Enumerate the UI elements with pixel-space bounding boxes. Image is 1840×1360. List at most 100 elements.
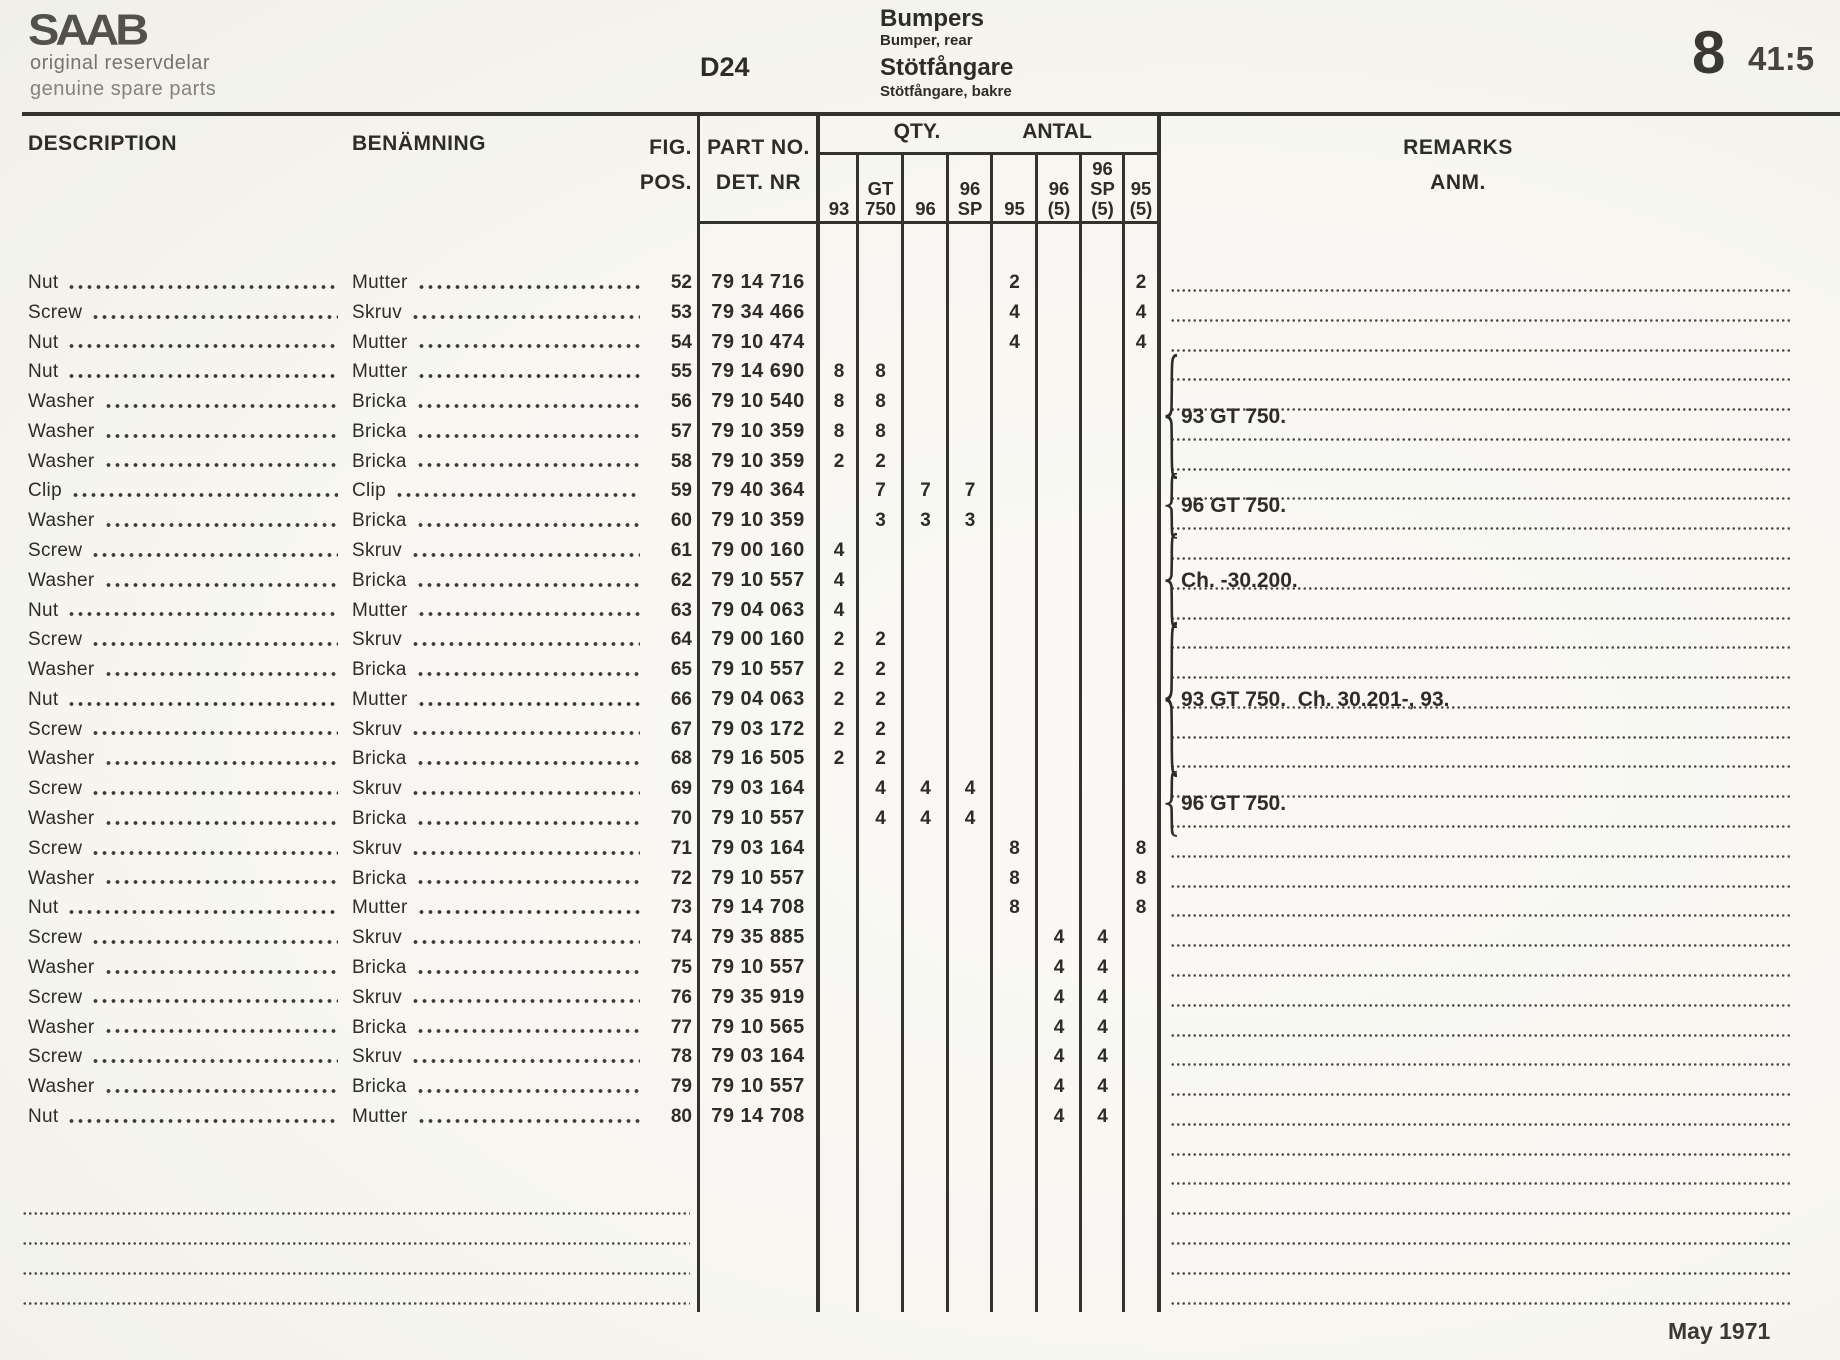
fig-pos-cell: 64: [670, 629, 692, 651]
description-cell: Screw: [28, 983, 342, 1013]
part-no-cell: 79 04 063: [711, 687, 805, 710]
part-no-cell: 79 34 466: [711, 300, 805, 323]
benamning-cell: Mutter: [352, 596, 644, 626]
dot-leader: [103, 879, 338, 886]
table-row: Washer Bricka 60 79 10 359 3 3 3: [0, 506, 1840, 536]
dotted-fill-line: [22, 1240, 690, 1246]
description-cell: Nut: [28, 893, 342, 923]
fig-pos-cell: 57: [670, 420, 692, 442]
part-no-cell: 79 16 505: [711, 747, 805, 770]
benamning-text: Bricka: [352, 569, 407, 591]
remarks-dotted-line: [1170, 1181, 1792, 1187]
fig-pos-cell: 56: [670, 391, 692, 413]
remark-label: 96 GT 750.: [1181, 494, 1287, 518]
table-row: Screw Skruv 69 79 03 164 4 4 4: [0, 774, 1840, 804]
benamning-text: Skruv: [352, 986, 403, 1008]
qty-cell: 4: [1053, 1076, 1065, 1098]
qty-cell: 4: [833, 599, 845, 621]
benamning-cell: Skruv: [352, 774, 644, 804]
dot-leader: [411, 641, 640, 648]
description-cell: Washer: [28, 655, 342, 685]
description-text: Screw: [28, 301, 83, 323]
dot-leader: [103, 402, 338, 409]
antal-label: ANTAL: [1022, 120, 1092, 143]
description-text: Washer: [28, 420, 95, 442]
qty-cell: 4: [875, 808, 886, 830]
dot-leader: [91, 313, 338, 320]
dot-leader: [411, 551, 640, 558]
table-vertical-line: [816, 114, 820, 1312]
page-reference: 41:5: [1748, 40, 1815, 77]
remarks-dotted-line: [1170, 1240, 1792, 1246]
description-text: Screw: [28, 927, 83, 949]
qty-cell: 8: [875, 391, 886, 413]
benamning-text: Skruv: [352, 837, 403, 859]
part-no-cell: 79 10 557: [711, 1075, 805, 1098]
dot-leader: [415, 432, 640, 439]
qty-cell: 4: [1053, 1046, 1065, 1068]
qty-cell: 4: [1097, 1076, 1108, 1098]
qty-column-line: [1122, 154, 1125, 1312]
benamning-cell: Skruv: [352, 834, 644, 864]
qty-cell: 2: [833, 659, 845, 681]
part-no-cell: 79 10 359: [711, 419, 805, 442]
qty-column-header-line: (5): [1091, 198, 1114, 219]
part-no-cell: 79 10 557: [711, 568, 805, 591]
description-cell: Nut: [28, 328, 342, 358]
fig-pos-cell: 75: [670, 956, 692, 978]
qty-cell: 7: [875, 480, 886, 502]
table-row-empty: [0, 1221, 1840, 1251]
qty-cell: 4: [1097, 1105, 1108, 1127]
benamning-cell: Bricka: [352, 417, 644, 447]
remarks-dotted-line: [1170, 853, 1792, 859]
qty-cell: 4: [1135, 331, 1147, 353]
dot-leader: [411, 938, 640, 945]
table-row: Washer Bricka 75 79 10 557 4 4: [0, 953, 1840, 983]
qty-cell: 2: [833, 748, 845, 770]
qty-column-header-line: 93: [828, 198, 850, 219]
dot-leader: [415, 1028, 640, 1035]
dot-leader: [91, 998, 338, 1005]
remarks-dotted-line: [1170, 1270, 1792, 1276]
table-row: Nut Mutter 66 79 04 063 2 2: [0, 685, 1840, 715]
benamning-cell: Bricka: [352, 447, 644, 477]
description-text: Washer: [28, 391, 95, 413]
description-cell: Screw: [28, 1042, 342, 1072]
description-text: Screw: [28, 837, 83, 859]
remark-label: Ch. -30.200.: [1181, 568, 1298, 592]
column-header-benamning: BENÄMNING: [352, 132, 486, 155]
part-no-cell: 79 00 160: [711, 628, 805, 651]
part-no-cell: 79 10 557: [711, 807, 805, 830]
qty-cell: 4: [1097, 927, 1108, 949]
part-no-cell: 79 40 364: [711, 479, 805, 502]
description-text: Nut: [28, 688, 59, 710]
part-no-cell: 79 10 557: [711, 955, 805, 978]
dotted-fill-line: [22, 1300, 690, 1306]
benamning-text: Skruv: [352, 540, 403, 562]
benamning-text: Mutter: [352, 272, 408, 293]
remark-label: 96 GT 750.: [1181, 792, 1287, 816]
remarks-dotted-line: [1170, 1300, 1792, 1306]
remarks-dotted-line: [1170, 288, 1792, 293]
fig-pos-cell: 67: [670, 718, 692, 740]
dot-leader: [415, 1087, 640, 1094]
section-subtitle-sv: Stötfångare, bakre: [880, 83, 1012, 100]
description-cell: Screw: [28, 923, 342, 953]
description-text: Screw: [28, 629, 83, 651]
benamning-cell: Bricka: [352, 1072, 644, 1102]
qty-cell: 4: [1053, 927, 1065, 949]
benamning-cell: Skruv: [352, 536, 644, 566]
benamning-text: Bricka: [352, 391, 407, 413]
table-row: Washer Bricka 72 79 10 557 8 8: [0, 864, 1840, 894]
fig-pos-cell: 76: [670, 986, 692, 1008]
remarks-dotted-line: [1170, 1002, 1792, 1008]
benamning-text: Mutter: [352, 361, 408, 383]
qty-column-header-line: SP: [1090, 178, 1115, 199]
remarks-dotted-line: [1170, 734, 1792, 740]
qty-column-header-line: 96: [1048, 178, 1070, 199]
qty-cell: 4: [964, 778, 976, 800]
dot-leader: [416, 373, 640, 380]
benamning-text: Skruv: [352, 718, 403, 740]
dot-leader: [91, 849, 338, 856]
part-no-label: PART NO.: [707, 136, 810, 159]
